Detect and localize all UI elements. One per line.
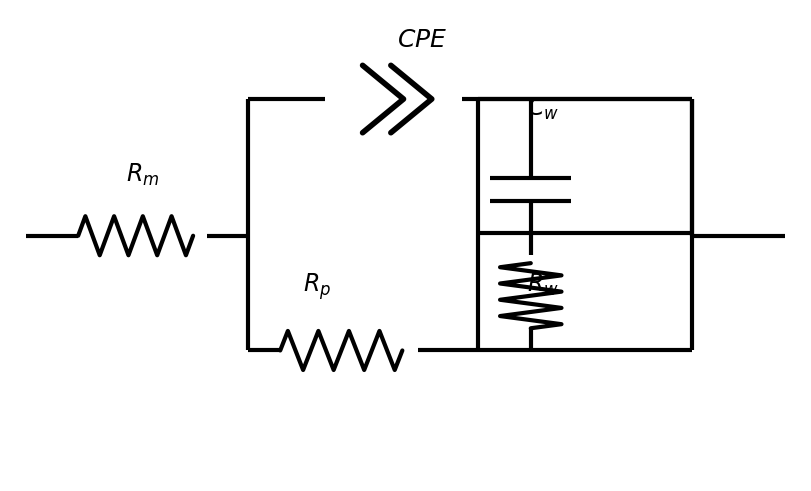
Text: $CPE$: $CPE$	[397, 28, 447, 53]
Text: $R_{m}$: $R_{m}$	[127, 162, 160, 188]
Text: $R_{p}$: $R_{p}$	[303, 272, 331, 302]
Text: $C_{w}$: $C_{w}$	[527, 96, 559, 122]
Text: $R_{w}$: $R_{w}$	[527, 272, 559, 298]
